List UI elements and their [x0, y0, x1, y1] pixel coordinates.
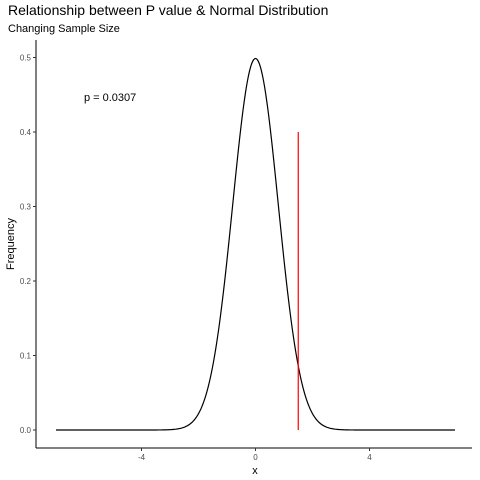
y-tick-label: 0.1 — [20, 352, 32, 361]
chart-subtitle: Changing Sample Size — [8, 23, 120, 35]
y-tick-label: 0.2 — [20, 277, 32, 286]
plot-area: -4 0 4 0.0 0.1 0.2 0.3 0.4 0.5 p = 0.0307 — [20, 40, 472, 462]
chart-title: Relationship between P value & Normal Di… — [8, 2, 328, 18]
x-tick-label: 4 — [367, 453, 372, 462]
y-tick-label: 0.0 — [20, 426, 32, 435]
normal-density-curve — [56, 57, 455, 431]
y-axis-title: Frequency — [5, 218, 17, 270]
y-axis-ticks: 0.0 0.1 0.2 0.3 0.4 0.5 — [20, 54, 36, 435]
x-axis-title: x — [252, 465, 258, 477]
x-tick-label: -4 — [138, 453, 146, 462]
y-tick-label: 0.5 — [20, 54, 32, 63]
p-value-annotation: p = 0.0307 — [84, 92, 136, 104]
y-tick-label: 0.4 — [20, 128, 32, 137]
y-tick-label: 0.3 — [20, 203, 32, 212]
x-axis-ticks: -4 0 4 — [138, 448, 372, 462]
x-tick-label: 0 — [253, 453, 258, 462]
